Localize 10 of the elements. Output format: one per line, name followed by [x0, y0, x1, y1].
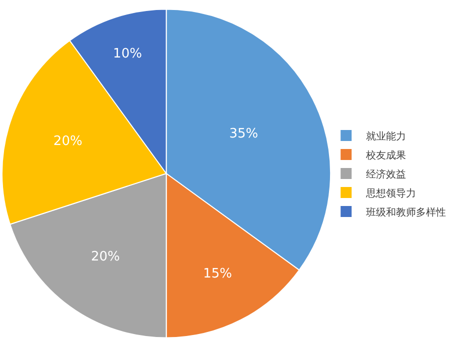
data-label: 20%: [53, 134, 82, 150]
legend-label: 班级和教师多样性: [366, 206, 446, 218]
data-label: 15%: [203, 266, 232, 282]
data-label: 10%: [113, 46, 142, 62]
legend-label: 就业能力: [366, 130, 406, 142]
legend-label: 思想领导力: [365, 187, 416, 200]
legend-label: 经济效益: [366, 168, 406, 180]
legend-label: 校友成果: [365, 149, 406, 162]
data-label: 20%: [91, 250, 120, 265]
data-label: 35%: [229, 126, 258, 142]
